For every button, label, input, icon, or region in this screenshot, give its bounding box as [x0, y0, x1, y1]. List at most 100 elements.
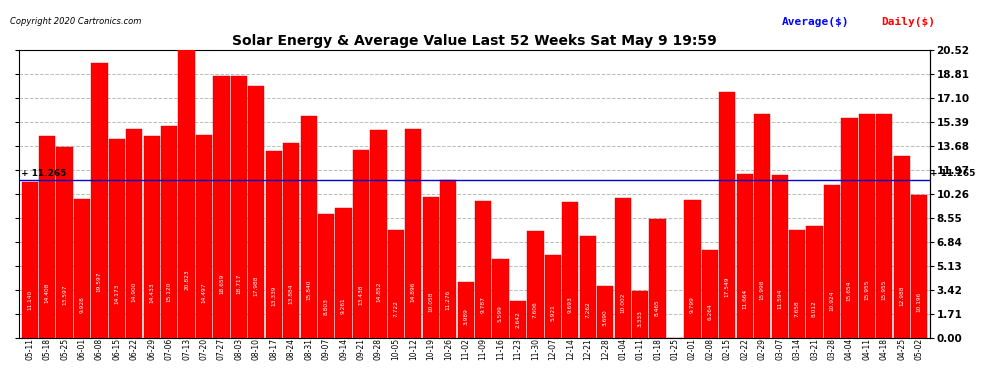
- Bar: [684, 201, 701, 338]
- Bar: [161, 126, 177, 338]
- Text: 11.276: 11.276: [446, 290, 450, 310]
- Bar: [22, 182, 38, 338]
- Bar: [702, 250, 718, 338]
- Text: 15.654: 15.654: [846, 280, 851, 301]
- Text: 9.787: 9.787: [480, 296, 486, 313]
- Text: 17.549: 17.549: [725, 276, 730, 297]
- Text: 13.597: 13.597: [62, 285, 67, 305]
- Text: 10.196: 10.196: [917, 292, 922, 312]
- Text: 14.173: 14.173: [114, 284, 120, 304]
- Text: 14.433: 14.433: [149, 283, 154, 303]
- Bar: [457, 282, 474, 338]
- Text: 15.998: 15.998: [759, 279, 764, 300]
- Bar: [492, 260, 509, 338]
- Bar: [74, 199, 90, 338]
- Text: 18.717: 18.717: [237, 274, 242, 294]
- Text: 11.594: 11.594: [777, 289, 782, 309]
- Text: 9.799: 9.799: [690, 296, 695, 313]
- Text: 14.852: 14.852: [376, 282, 381, 302]
- Text: Copyright 2020 Cartronics.com: Copyright 2020 Cartronics.com: [10, 17, 142, 26]
- Text: 14.896: 14.896: [411, 282, 416, 302]
- Text: 15.955: 15.955: [864, 279, 869, 300]
- Text: 9.693: 9.693: [568, 296, 573, 313]
- Text: 15.840: 15.840: [306, 280, 311, 300]
- Bar: [231, 75, 248, 338]
- Bar: [109, 139, 125, 338]
- Bar: [771, 176, 788, 338]
- Bar: [754, 114, 770, 338]
- Bar: [214, 76, 230, 338]
- Bar: [283, 143, 299, 338]
- Text: 15.120: 15.120: [166, 281, 171, 302]
- Bar: [911, 195, 928, 338]
- Bar: [39, 136, 55, 338]
- Bar: [737, 174, 752, 338]
- Title: Solar Energy & Average Value Last 52 Weeks Sat May 9 19:59: Solar Energy & Average Value Last 52 Wee…: [232, 34, 717, 48]
- Text: 20.823: 20.823: [184, 269, 189, 290]
- Bar: [405, 129, 422, 338]
- Bar: [336, 208, 351, 338]
- Bar: [510, 301, 526, 338]
- Text: 9.261: 9.261: [342, 297, 346, 314]
- Bar: [789, 231, 805, 338]
- Bar: [842, 118, 857, 338]
- Bar: [858, 114, 875, 338]
- Text: 10.924: 10.924: [830, 290, 835, 310]
- Bar: [91, 63, 108, 338]
- Text: 6.264: 6.264: [708, 304, 713, 320]
- Text: 13.438: 13.438: [358, 285, 363, 305]
- Bar: [475, 201, 491, 338]
- Bar: [649, 219, 665, 338]
- Bar: [56, 147, 72, 338]
- Bar: [388, 230, 404, 338]
- Bar: [528, 231, 544, 338]
- Text: 3.333: 3.333: [638, 310, 643, 327]
- Bar: [352, 150, 369, 338]
- Bar: [318, 214, 335, 338]
- Text: 14.900: 14.900: [132, 282, 137, 302]
- Bar: [265, 151, 282, 338]
- Text: 5.921: 5.921: [550, 304, 555, 321]
- Text: 14.497: 14.497: [202, 283, 207, 303]
- Bar: [615, 198, 631, 338]
- Text: 9.928: 9.928: [79, 296, 84, 313]
- Bar: [301, 116, 317, 338]
- Text: Daily($): Daily($): [881, 17, 936, 27]
- Text: 3.989: 3.989: [463, 308, 468, 325]
- Text: 8.803: 8.803: [324, 298, 329, 315]
- Text: + 11.265: + 11.265: [930, 169, 975, 178]
- Bar: [876, 114, 892, 338]
- Bar: [248, 86, 264, 338]
- Text: 10.002: 10.002: [620, 292, 625, 312]
- Text: 13.884: 13.884: [289, 284, 294, 304]
- Text: 10.058: 10.058: [429, 292, 434, 312]
- Text: 7.658: 7.658: [795, 301, 800, 318]
- Text: 14.408: 14.408: [45, 283, 50, 303]
- Text: 7.262: 7.262: [585, 302, 590, 318]
- Bar: [126, 129, 143, 338]
- Bar: [719, 92, 736, 338]
- Bar: [562, 202, 578, 338]
- Text: 3.690: 3.690: [603, 309, 608, 326]
- Text: 19.597: 19.597: [97, 272, 102, 292]
- Bar: [824, 185, 841, 338]
- Text: 18.659: 18.659: [219, 274, 224, 294]
- Bar: [894, 156, 910, 338]
- Text: 12.988: 12.988: [899, 286, 904, 306]
- Text: 15.955: 15.955: [882, 279, 887, 300]
- Bar: [196, 135, 212, 338]
- Text: 13.339: 13.339: [271, 285, 276, 306]
- Bar: [597, 286, 614, 338]
- Bar: [807, 225, 823, 338]
- Bar: [544, 255, 561, 338]
- Bar: [580, 236, 596, 338]
- Bar: [632, 291, 648, 338]
- Text: 5.599: 5.599: [498, 305, 503, 322]
- Text: 11.664: 11.664: [742, 289, 747, 309]
- Text: 7.722: 7.722: [393, 300, 398, 317]
- Bar: [423, 197, 439, 338]
- Bar: [178, 46, 195, 338]
- Text: 7.606: 7.606: [533, 301, 538, 318]
- Text: 17.988: 17.988: [253, 275, 258, 296]
- Text: Average($): Average($): [782, 17, 849, 27]
